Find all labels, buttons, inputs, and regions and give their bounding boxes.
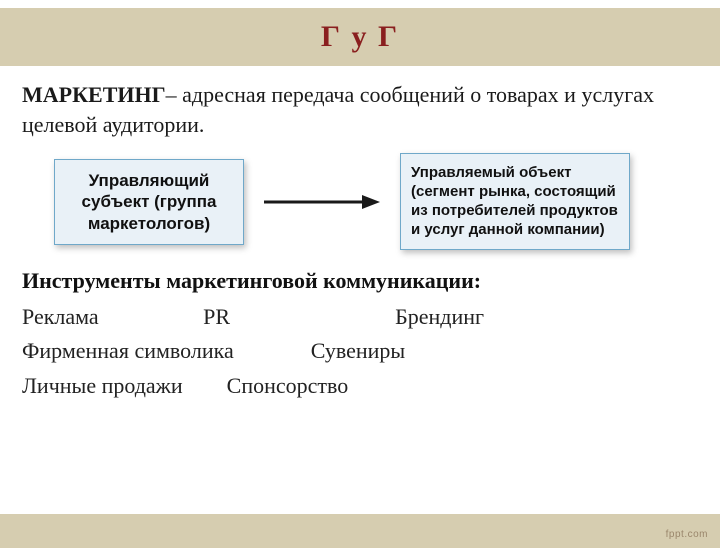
- slide-title: Г у Г: [321, 20, 399, 54]
- footer-band: [0, 514, 720, 548]
- diagram-box-left: Управляющий субъект (группа маркетологов…: [54, 159, 244, 245]
- tools-row-3: Личные продажи Спонсорство: [22, 369, 698, 403]
- slide-content: МАРКЕТИНГ– адресная передача сообщений о…: [0, 66, 720, 403]
- footer-logo: fppt.com: [666, 529, 708, 540]
- tools-subtitle: Инструменты маркетинговой коммуникации:: [22, 268, 698, 294]
- arrow-icon: [262, 192, 382, 212]
- tools-list: Реклама PR Брендинг Фирменная символика …: [22, 300, 698, 402]
- title-band: Г у Г: [0, 8, 720, 66]
- diagram-box-right: Управляемый объект (сегмент рынка, состо…: [400, 153, 630, 250]
- definition-term: МАРКЕТИНГ: [22, 82, 166, 107]
- tools-row-1: Реклама PR Брендинг: [22, 300, 698, 334]
- tools-row-2: Фирменная символика Сувениры: [22, 334, 698, 368]
- definition-paragraph: МАРКЕТИНГ– адресная передача сообщений о…: [22, 80, 698, 139]
- diagram: Управляющий субъект (группа маркетологов…: [54, 153, 698, 250]
